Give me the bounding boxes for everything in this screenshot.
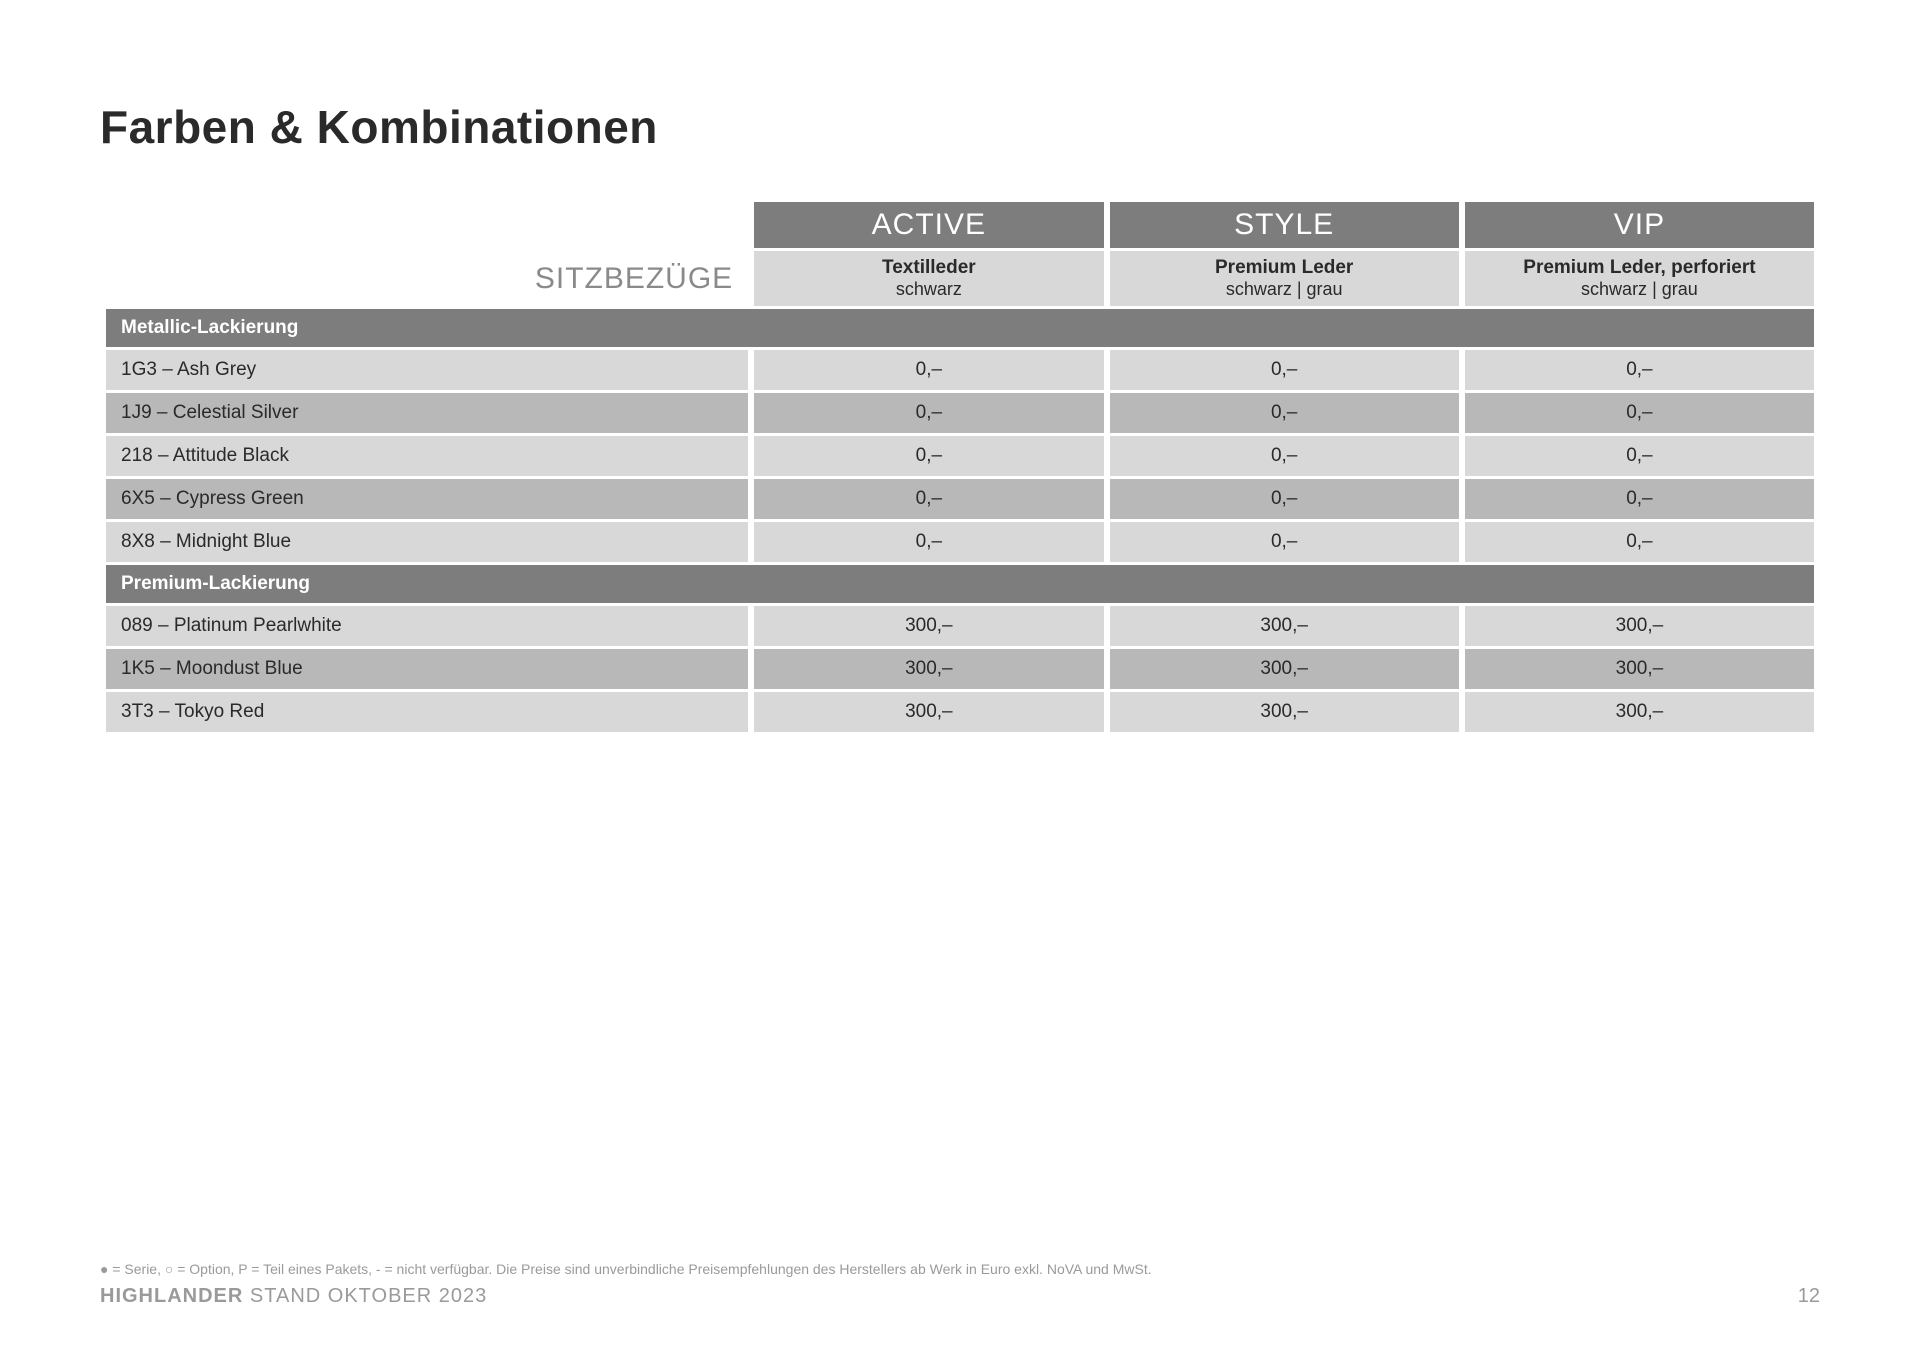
material-style: Premium Leder schwarz | grau xyxy=(1110,251,1459,306)
color-combination-table: ACTIVE STYLE VIP SITZBEZÜGE Textilleder … xyxy=(100,199,1820,735)
trim-header-row: ACTIVE STYLE VIP xyxy=(106,202,1814,248)
price-cell: 0,– xyxy=(1110,350,1459,390)
price-cell: 0,– xyxy=(1465,522,1814,562)
color-label: 089 – Platinum Pearlwhite xyxy=(106,606,748,646)
color-label: 3T3 – Tokyo Red xyxy=(106,692,748,732)
price-cell: 300,– xyxy=(1110,606,1459,646)
table-row: 089 – Platinum Pearlwhite 300,– 300,– 30… xyxy=(106,606,1814,646)
color-label: 1G3 – Ash Grey xyxy=(106,350,748,390)
table-row: 6X5 – Cypress Green 0,– 0,– 0,– xyxy=(106,479,1814,519)
table-row: 1J9 – Celestial Silver 0,– 0,– 0,– xyxy=(106,393,1814,433)
price-cell: 300,– xyxy=(754,649,1103,689)
color-label: 218 – Attitude Black xyxy=(106,436,748,476)
material-color: schwarz xyxy=(754,279,1103,300)
price-cell: 300,– xyxy=(1110,649,1459,689)
price-cell: 0,– xyxy=(754,350,1103,390)
price-cell: 0,– xyxy=(754,522,1103,562)
material-active: Textilleder schwarz xyxy=(754,251,1103,306)
material-row: SITZBEZÜGE Textilleder schwarz Premium L… xyxy=(106,251,1814,306)
table-row: 1K5 – Moondust Blue 300,– 300,– 300,– xyxy=(106,649,1814,689)
section-header-metallic: Metallic-Lackierung xyxy=(106,309,1814,347)
price-cell: 300,– xyxy=(754,606,1103,646)
color-label: 1K5 – Moondust Blue xyxy=(106,649,748,689)
price-cell: 300,– xyxy=(1465,649,1814,689)
color-label: 1J9 – Celestial Silver xyxy=(106,393,748,433)
price-cell: 0,– xyxy=(1110,479,1459,519)
price-cell: 300,– xyxy=(1465,606,1814,646)
trim-header-active: ACTIVE xyxy=(754,202,1103,248)
table-row: 218 – Attitude Black 0,– 0,– 0,– xyxy=(106,436,1814,476)
price-cell: 0,– xyxy=(1110,436,1459,476)
color-label: 8X8 – Midnight Blue xyxy=(106,522,748,562)
footnote-text: ● = Serie, ○ = Option, P = Teil eines Pa… xyxy=(100,1261,1820,1277)
price-cell: 0,– xyxy=(1465,393,1814,433)
table-row: 1G3 – Ash Grey 0,– 0,– 0,– xyxy=(106,350,1814,390)
price-cell: 0,– xyxy=(1465,436,1814,476)
color-label: 6X5 – Cypress Green xyxy=(106,479,748,519)
table-row: 8X8 – Midnight Blue 0,– 0,– 0,– xyxy=(106,522,1814,562)
price-cell: 0,– xyxy=(1110,393,1459,433)
material-name: Textilleder xyxy=(754,257,1103,279)
material-vip: Premium Leder, perforiert schwarz | grau xyxy=(1465,251,1814,306)
price-cell: 0,– xyxy=(1465,350,1814,390)
page-number: 12 xyxy=(1798,1285,1820,1308)
material-color: schwarz | grau xyxy=(1465,279,1814,300)
trim-header-vip: VIP xyxy=(1465,202,1814,248)
product-name: HIGHLANDER STAND OKTOBER 2023 xyxy=(100,1285,487,1308)
table-row: 3T3 – Tokyo Red 300,– 300,– 300,– xyxy=(106,692,1814,732)
price-cell: 0,– xyxy=(1465,479,1814,519)
page-footer: ● = Serie, ○ = Option, P = Teil eines Pa… xyxy=(100,1261,1820,1308)
page-title: Farben & Kombinationen xyxy=(100,100,1820,154)
sitz-label: SITZBEZÜGE xyxy=(106,251,748,306)
price-cell: 0,– xyxy=(1110,522,1459,562)
material-name: Premium Leder, perforiert xyxy=(1465,257,1814,279)
price-cell: 300,– xyxy=(754,692,1103,732)
trim-header-style: STYLE xyxy=(1110,202,1459,248)
section-header-premium: Premium-Lackierung xyxy=(106,565,1814,603)
price-cell: 0,– xyxy=(754,436,1103,476)
price-cell: 0,– xyxy=(754,479,1103,519)
price-cell: 300,– xyxy=(1465,692,1814,732)
price-cell: 300,– xyxy=(1110,692,1459,732)
material-color: schwarz | grau xyxy=(1110,279,1459,300)
price-cell: 0,– xyxy=(754,393,1103,433)
material-name: Premium Leder xyxy=(1110,257,1459,279)
